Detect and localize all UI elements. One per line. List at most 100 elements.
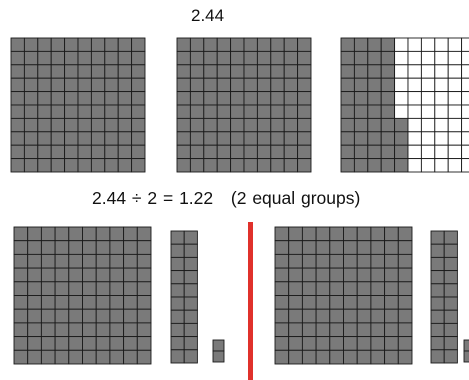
hundred-grid-3-cell <box>367 37 382 52</box>
group-1-hundred-block-cell <box>13 226 29 242</box>
hundred-grid-2-cell <box>256 91 272 106</box>
group-2-hundred-block-cell <box>329 308 344 324</box>
group-2-tenth-rods-cell <box>443 322 458 338</box>
group-1-hundred-block-cell <box>27 308 42 324</box>
group-2-hundred-block-cell <box>274 267 290 283</box>
hundred-grid-2-cell <box>283 158 299 173</box>
group-1-hundred-block-cell <box>40 308 56 324</box>
hundred-grid-3-cell <box>420 37 436 52</box>
group-1-hundred-block-cell <box>109 308 125 324</box>
hundred-grid-1-cell <box>131 91 146 106</box>
hundred-grid-2-cell <box>283 77 299 93</box>
hundred-grid-2-cell <box>256 158 272 173</box>
hundred-grid-2-cell <box>230 104 245 119</box>
hundred-grid-2-cell <box>203 158 218 173</box>
group-1-hundredth-units <box>212 339 225 363</box>
group-2-hundredth-units-cell <box>463 350 469 363</box>
group-2-hundred-block-cell <box>329 349 344 365</box>
group-2-hundred-block-cell <box>384 226 399 242</box>
hundred-grid-1-cell <box>131 117 146 133</box>
group-2-hundred-block-cell <box>288 226 303 242</box>
hundred-grid-2-cell <box>243 77 258 93</box>
group-2-hundredth-units-cell <box>463 339 469 352</box>
hundred-grid-1-cell <box>90 131 106 146</box>
hundred-grid-3-cell <box>353 117 369 133</box>
hundred-grid-2-cell <box>176 131 191 146</box>
group-2-hundredth-units <box>463 339 469 363</box>
group-2-hundred-block-cell <box>274 226 290 242</box>
hundred-grid-1-cell <box>37 104 52 119</box>
group-1-hundred-block-cell <box>95 267 111 283</box>
hundred-grid-3-cell <box>380 131 396 146</box>
hundred-grid-1-cell <box>50 144 66 160</box>
hundred-grid-2-cell <box>256 131 272 146</box>
hundred-grid-1-cell <box>37 64 52 79</box>
group-1-hundred-block-cell <box>54 267 70 283</box>
hundred-grid-1-cell <box>50 37 66 52</box>
hundred-grid-2-cell <box>270 158 285 173</box>
group-1-hundred-block-cell <box>54 226 70 242</box>
group-1-tenth-rods-cell <box>170 322 185 338</box>
group-2-tenth-rods-cell <box>443 243 458 258</box>
group-2-hundred-block-cell <box>288 295 303 310</box>
hundred-grid-3-cell <box>407 144 422 160</box>
hundred-grid-1-cell <box>104 158 119 173</box>
group-2-hundred-block-cell <box>315 240 331 255</box>
group-2-hundred-block-cell <box>397 308 413 324</box>
group-2-hundred-block-cell <box>288 349 303 365</box>
group-1-hundred-block-cell <box>54 253 70 269</box>
group-1-hundred-block-cell <box>123 322 138 338</box>
hundred-grid-2-cell <box>283 131 299 146</box>
hundred-grid-3-cell <box>407 91 422 106</box>
hundred-grid-1-cell <box>10 131 25 146</box>
hundred-grid-1-cell <box>50 91 66 106</box>
group-2-hundred-block-cell <box>329 295 344 310</box>
hundred-grid-1-cell <box>64 104 79 119</box>
hundred-grid-3-cell <box>367 77 382 93</box>
hundred-grid-3-cell <box>420 144 436 160</box>
group-1-hundred-block-cell <box>82 349 97 365</box>
group-2-hundred-block-cell <box>274 308 290 324</box>
hundred-grid-3-cell <box>407 117 422 133</box>
group-1-hundred-block-cell <box>40 253 56 269</box>
hundred-grid-2-cell <box>203 64 218 79</box>
hundred-grid-3-cell <box>340 37 355 52</box>
group-1-hundred-block-cell <box>68 295 83 310</box>
hundred-grid-3-cell <box>420 64 436 79</box>
hundred-grid-3-cell <box>461 91 469 106</box>
group-1-hundred-block-cell <box>95 240 111 255</box>
group-2-hundred-block-cell <box>301 267 317 283</box>
hundred-grid-1-cell <box>23 37 39 52</box>
hundred-grid-3-cell <box>434 50 449 66</box>
hundred-grid-2-cell <box>270 77 285 93</box>
hundred-grid-1-cell <box>64 144 79 160</box>
hundred-grid-2-cell <box>270 64 285 79</box>
hundred-grid-1-cell <box>50 64 66 79</box>
hundred-grid-1-cell <box>117 104 133 119</box>
hundred-grid-3-cell <box>420 50 436 66</box>
hundred-grid-3-cell <box>461 158 469 173</box>
hundred-grid-1-cell <box>117 91 133 106</box>
hundred-grid-2-cell <box>203 144 218 160</box>
group-2-hundred-block-cell <box>315 349 331 365</box>
hundred-grid-3-cell <box>340 77 355 93</box>
hundred-grid-1-cell <box>104 37 119 52</box>
hundred-grid-1-cell <box>90 37 106 52</box>
hundred-grid-1-cell <box>90 117 106 133</box>
hundred-grid-3-cell <box>434 77 449 93</box>
hundred-grid-1-cell <box>90 50 106 66</box>
hundred-grid-3-cell <box>394 117 409 133</box>
hundred-grid-2-cell <box>230 91 245 106</box>
group-1-hundred-block-cell <box>109 253 125 269</box>
group-1-hundred-block-cell <box>68 308 83 324</box>
hundred-grid-3-cell <box>434 104 449 119</box>
group-1-hundred-block-cell <box>123 267 138 283</box>
hundred-grid-3-cell <box>434 37 449 52</box>
hundred-grid-2-cell <box>283 144 299 160</box>
group-1-tenth-rods-cell <box>183 230 198 245</box>
group-1-hundred-block-cell <box>82 226 97 242</box>
group-1-hundred-block-cell <box>68 240 83 255</box>
hundred-grid-3-cell <box>367 131 382 146</box>
group-2-hundred-block-cell <box>356 267 372 283</box>
group-1-hundred-block-cell <box>27 349 42 365</box>
